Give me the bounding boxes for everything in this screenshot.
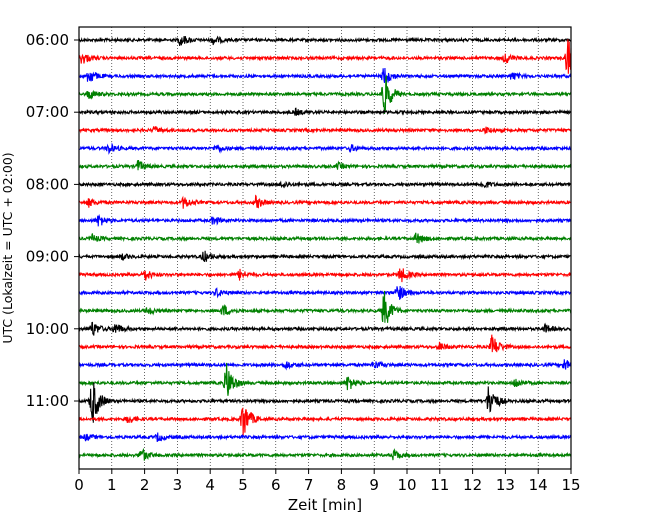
seismic-trace <box>78 250 572 262</box>
x-axis: 0 1 2 3 4 5 6 7 8 9 10 11 12 13 14 15 <box>74 469 581 494</box>
seismic-trace <box>78 321 572 336</box>
x-tick-label: 12 <box>463 476 482 494</box>
seismic-trace <box>78 180 572 189</box>
y-tick-label: 11:00 <box>26 392 69 410</box>
x-tick-label: 1 <box>107 476 117 494</box>
seismic-trace <box>78 432 572 442</box>
seismic-trace <box>78 232 572 244</box>
y-tick-label: 09:00 <box>26 248 69 266</box>
seismic-trace <box>78 359 572 371</box>
y-axis: 06:00 07:00 08:00 09:00 10:00 11:00 <box>26 31 79 410</box>
x-axis-label: Zeit [min] <box>288 496 362 514</box>
seismic-trace <box>78 39 572 74</box>
seismic-trace <box>78 407 572 436</box>
seismic-trace <box>78 142 572 155</box>
x-tick-label: 5 <box>238 476 248 494</box>
seismic-trace <box>78 382 572 423</box>
x-tick-label: 9 <box>369 476 379 494</box>
x-tick-label: 8 <box>337 476 347 494</box>
y-tick-label: 08:00 <box>26 175 69 193</box>
x-tick-label: 2 <box>140 476 150 494</box>
x-tick-label: 14 <box>529 476 548 494</box>
plot-frame <box>78 26 572 470</box>
seismic-trace <box>78 107 572 116</box>
x-tick-label: 10 <box>397 476 416 494</box>
seismic-trace <box>78 35 572 46</box>
seismic-trace <box>78 74 572 115</box>
x-tick-label: 4 <box>205 476 215 494</box>
seismic-trace <box>78 159 572 171</box>
x-tick-label: 15 <box>561 476 580 494</box>
seismic-trace <box>78 125 572 135</box>
x-tick-label: 11 <box>430 476 449 494</box>
seismic-trace <box>78 194 572 209</box>
x-tick-label: 3 <box>173 476 183 494</box>
seismic-traces <box>78 35 572 461</box>
seismic-trace <box>78 286 572 300</box>
x-tick-label: 6 <box>271 476 281 494</box>
seismic-trace <box>78 268 572 283</box>
x-tick-label: 7 <box>304 476 314 494</box>
y-tick-label: 10:00 <box>26 320 69 338</box>
x-tick-label: 0 <box>74 476 84 494</box>
y-tick-label: 06:00 <box>26 31 69 49</box>
seismic-trace <box>78 334 572 353</box>
seismic-trace <box>78 447 572 461</box>
seismic-trace <box>78 67 572 84</box>
seismic-trace <box>78 213 572 227</box>
x-tick-label: 13 <box>496 476 515 494</box>
y-axis-label: UTC (Lokalzeit = UTC + 02:00) <box>0 152 15 343</box>
y-tick-label: 07:00 <box>26 103 69 121</box>
seismic-trace <box>78 362 572 396</box>
seismic-trace <box>78 290 572 323</box>
